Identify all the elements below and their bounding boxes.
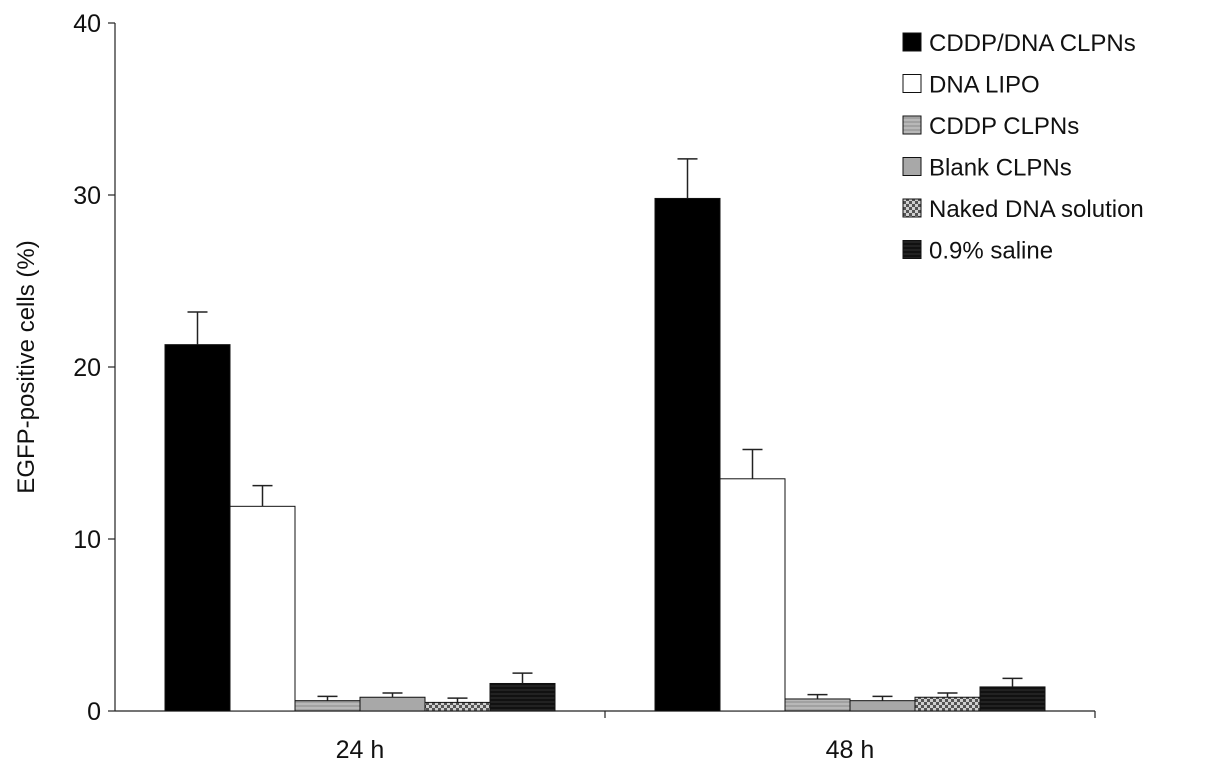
legend: CDDP/DNA CLPNs DNA LIPO CDDP CLPNs Blank CL… xyxy=(902,30,1144,265)
bar xyxy=(164,344,231,712)
legend-swatch xyxy=(902,157,922,176)
bar xyxy=(294,700,361,712)
bar xyxy=(784,698,851,712)
legend-label: CDDP/DNA CLPNs xyxy=(929,30,1136,57)
legend-label: CDDP CLPNs xyxy=(929,113,1079,140)
legend-swatch xyxy=(902,240,922,259)
legend-swatch xyxy=(902,198,922,218)
bar xyxy=(654,197,721,712)
legend-label: DNA LIPO xyxy=(929,72,1040,99)
legend-swatch xyxy=(902,74,922,93)
bar xyxy=(359,696,426,712)
legend-swatch xyxy=(902,115,922,135)
bar xyxy=(979,686,1046,712)
y-axis-title: EGFP-positive cells (%) xyxy=(13,240,40,493)
y-tick-label: 30 xyxy=(73,182,101,210)
legend-swatch xyxy=(902,32,922,52)
bars xyxy=(164,158,1046,712)
bar xyxy=(424,701,491,712)
legend-label: Naked DNA solution xyxy=(929,196,1144,223)
bar xyxy=(719,478,786,712)
y-tick-label: 40 xyxy=(73,10,101,38)
y-tick-label: 10 xyxy=(73,526,101,554)
x-category-label: 48 h xyxy=(826,736,875,764)
legend-label: Blank CLPNs xyxy=(929,155,1072,182)
bar xyxy=(489,682,556,712)
bar xyxy=(849,700,916,712)
y-tick-label: 0 xyxy=(87,698,101,726)
legend-label: 0.9% saline xyxy=(929,238,1053,265)
bar xyxy=(229,505,296,712)
bar xyxy=(914,696,981,712)
x-category-label: 24 h xyxy=(336,736,385,764)
y-tick-label: 20 xyxy=(73,354,101,382)
